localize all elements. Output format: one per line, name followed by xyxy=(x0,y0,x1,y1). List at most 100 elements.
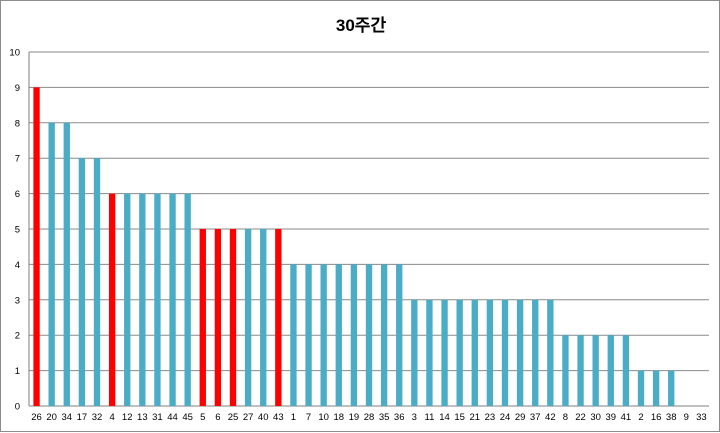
x-axis-labels: 26 20 34 17 32 4 12 13 31 44 45 5 6 25 27 40 43 1 7 10 18 19 2… xyxy=(31,412,706,423)
x-tick-label: 29 xyxy=(515,412,526,423)
bar-38 xyxy=(668,370,675,406)
bar-31 xyxy=(154,193,161,406)
bar-45 xyxy=(184,193,191,406)
y-tick-label: 10 xyxy=(9,48,20,59)
x-tick-label: 5 xyxy=(200,412,205,423)
y-tick-label: 8 xyxy=(15,118,20,129)
bar-28 xyxy=(365,264,373,406)
y-tick-label: 3 xyxy=(15,295,20,306)
x-tick-label: 4 xyxy=(109,412,114,423)
bar-34 xyxy=(63,122,70,407)
x-tick-label: 10 xyxy=(318,412,329,423)
bar-11 xyxy=(426,299,433,406)
x-tick-label: 28 xyxy=(364,412,375,423)
bar-16 xyxy=(652,370,660,406)
x-tick-label: 38 xyxy=(666,412,677,423)
bar-41 xyxy=(622,335,630,406)
bar-6 xyxy=(214,229,222,406)
x-tick-label: 21 xyxy=(469,412,480,423)
x-tick-label: 34 xyxy=(61,412,72,423)
bar-37 xyxy=(532,299,539,406)
x-tick-label: 43 xyxy=(273,412,284,423)
y-tick-label: 9 xyxy=(15,83,20,94)
x-tick-label: 2 xyxy=(638,412,643,423)
x-tick-label: 14 xyxy=(439,412,450,423)
x-tick-label: 41 xyxy=(621,412,632,423)
x-tick-label: 45 xyxy=(182,412,193,423)
y-axis-ticks: 0 1 2 3 4 5 6 7 8 9 10 xyxy=(9,48,20,413)
bar-42 xyxy=(547,299,554,406)
x-tick-label: 17 xyxy=(77,412,88,423)
bar-4 xyxy=(108,193,116,406)
y-tick-label: 5 xyxy=(15,225,20,236)
x-tick-label: 24 xyxy=(500,412,511,423)
bar-30 xyxy=(592,335,599,406)
x-tick-label: 23 xyxy=(485,412,496,423)
x-tick-label: 32 xyxy=(92,412,103,423)
bar-25 xyxy=(229,229,237,406)
x-tick-label: 3 xyxy=(412,412,417,423)
bar-19 xyxy=(350,264,358,406)
x-tick-label: 27 xyxy=(243,412,254,423)
bar-21 xyxy=(471,299,478,406)
y-tick-label: 1 xyxy=(15,366,20,377)
x-tick-label: 11 xyxy=(425,412,435,423)
x-tick-label: 9 xyxy=(684,412,689,423)
bar-29 xyxy=(516,299,524,406)
y-tick-label: 0 xyxy=(15,402,20,413)
x-tick-label: 31 xyxy=(152,412,163,423)
x-tick-label: 26 xyxy=(31,412,42,423)
y-tick-label: 6 xyxy=(15,189,20,200)
x-tick-label: 35 xyxy=(379,412,390,423)
bar-7 xyxy=(305,264,312,406)
bar-36 xyxy=(396,264,403,406)
bar-44 xyxy=(169,193,176,406)
y-tick-label: 7 xyxy=(15,154,20,165)
x-tick-label: 40 xyxy=(258,412,269,423)
x-tick-label: 39 xyxy=(605,412,616,423)
x-tick-label: 1 xyxy=(291,412,296,423)
x-tick-label: 16 xyxy=(651,412,662,423)
x-tick-label: 19 xyxy=(349,412,360,423)
bar-17 xyxy=(78,158,86,406)
bar-12 xyxy=(124,193,131,406)
bar-1 xyxy=(290,264,297,406)
bar-26 xyxy=(33,87,40,407)
x-tick-label: 25 xyxy=(228,412,239,423)
chart-title: 30주간 xyxy=(336,16,387,35)
bar-20 xyxy=(48,122,55,407)
x-tick-label: 44 xyxy=(167,412,178,423)
bar-14 xyxy=(441,299,448,406)
y-tick-label: 4 xyxy=(15,260,20,271)
bar-32 xyxy=(93,158,101,406)
bar-3 xyxy=(411,299,418,406)
bars xyxy=(33,87,675,407)
x-tick-label: 18 xyxy=(333,412,344,423)
bar-43 xyxy=(275,229,282,406)
bar-8 xyxy=(562,335,569,406)
bar-15 xyxy=(456,299,463,406)
bar-22 xyxy=(577,335,584,406)
bar-10 xyxy=(320,264,327,406)
x-tick-label: 42 xyxy=(545,412,556,423)
x-tick-label: 12 xyxy=(122,412,133,423)
x-tick-label: 20 xyxy=(46,412,57,423)
x-tick-label: 30 xyxy=(590,412,601,423)
bar-2 xyxy=(637,370,645,406)
x-tick-label: 6 xyxy=(215,412,220,423)
x-tick-label: 15 xyxy=(454,412,465,423)
x-tick-label: 37 xyxy=(530,412,541,423)
bar-23 xyxy=(486,299,494,406)
x-tick-label: 8 xyxy=(563,412,568,423)
bar-35 xyxy=(380,264,388,406)
bar-13 xyxy=(139,193,146,406)
x-tick-label: 22 xyxy=(575,412,586,423)
x-tick-label: 7 xyxy=(306,412,311,423)
bar-24 xyxy=(501,299,509,406)
x-tick-label: 13 xyxy=(137,412,148,423)
bar-27 xyxy=(244,229,252,406)
bar-39 xyxy=(607,335,614,406)
bar-5 xyxy=(199,229,206,406)
